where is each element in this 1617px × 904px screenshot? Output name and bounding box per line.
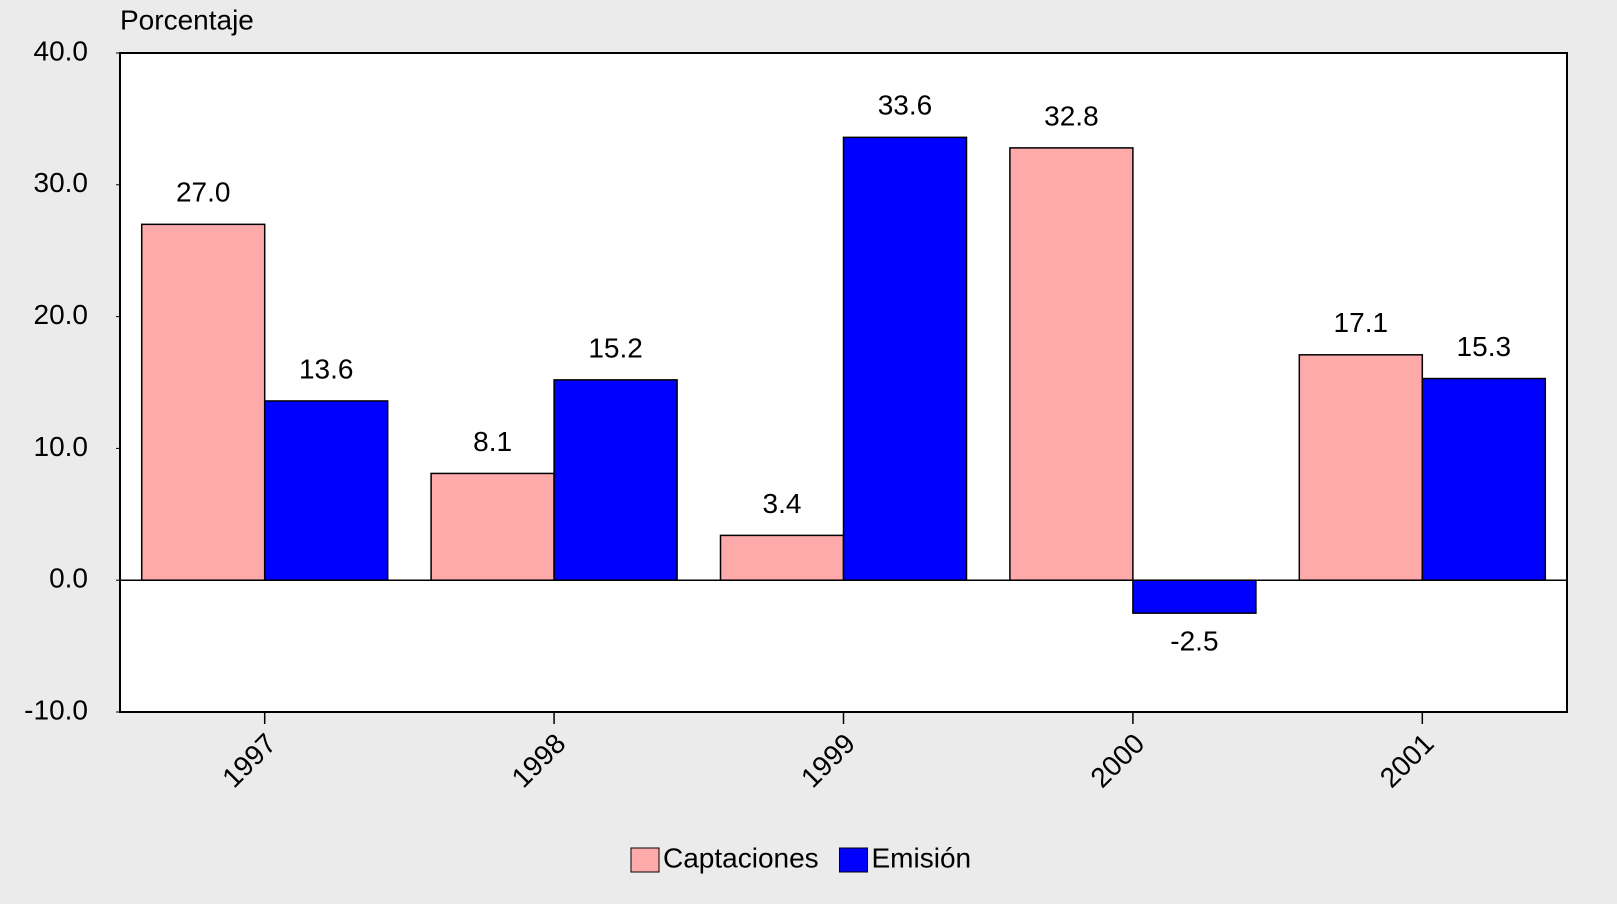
bar bbox=[140, 223, 266, 581]
y-tick-label: 20.0 bbox=[34, 299, 89, 330]
value-label: 17.1 bbox=[1334, 307, 1389, 338]
legend-label: Captaciones bbox=[663, 842, 819, 873]
bar bbox=[842, 136, 968, 581]
value-label: 32.8 bbox=[1044, 100, 1099, 131]
value-label: 15.2 bbox=[588, 332, 643, 363]
bar bbox=[1132, 579, 1257, 614]
y-tick-label: 10.0 bbox=[34, 431, 89, 462]
bar bbox=[553, 379, 678, 581]
bar bbox=[1298, 354, 1424, 581]
y-tick-label: 0.0 bbox=[49, 563, 88, 594]
value-label: 8.1 bbox=[473, 426, 512, 457]
value-label: 27.0 bbox=[176, 177, 231, 208]
value-label: 13.6 bbox=[299, 353, 354, 384]
value-label: 15.3 bbox=[1457, 331, 1512, 362]
legend-label: Emisión bbox=[872, 842, 972, 873]
y-tick-label: 30.0 bbox=[34, 167, 89, 198]
legend-swatch bbox=[630, 847, 660, 873]
value-label: 3.4 bbox=[763, 488, 802, 519]
y-tick-label: 40.0 bbox=[34, 35, 89, 66]
bar bbox=[1421, 377, 1547, 581]
y-axis-label: Porcentaje bbox=[120, 4, 254, 35]
bar bbox=[719, 534, 845, 581]
bar bbox=[263, 400, 389, 581]
legend-swatch bbox=[839, 847, 868, 873]
value-label: -2.5 bbox=[1170, 626, 1218, 657]
value-label: 33.6 bbox=[878, 90, 933, 121]
y-tick-label: -10.0 bbox=[24, 694, 88, 725]
bar bbox=[430, 472, 555, 581]
bar bbox=[1009, 147, 1134, 581]
